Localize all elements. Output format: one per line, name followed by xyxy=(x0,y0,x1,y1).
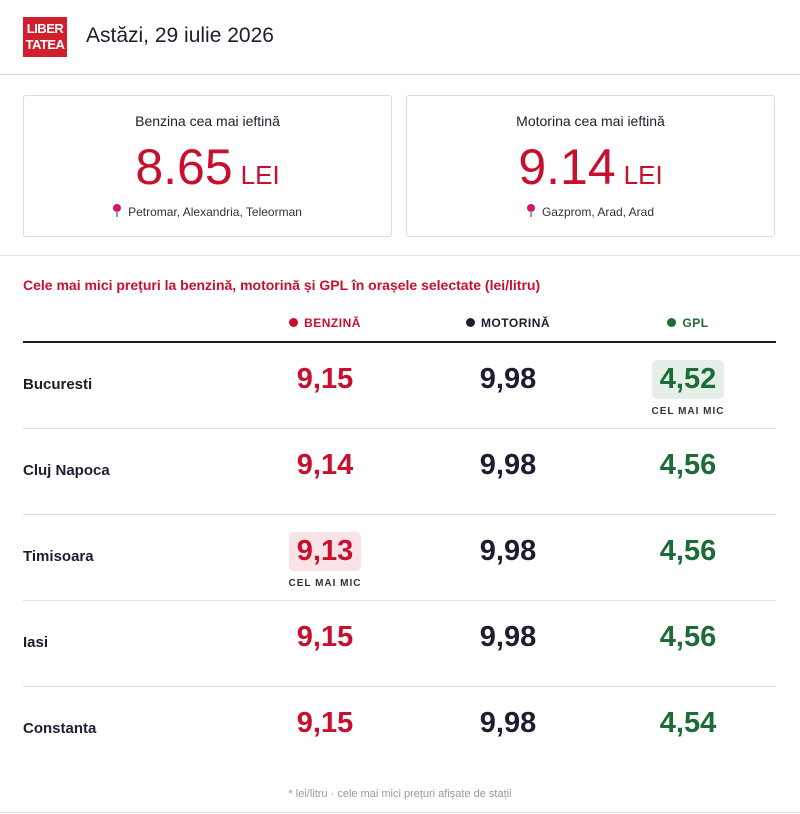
column-label: MOTORINĂ xyxy=(480,316,551,330)
gpl-dot-icon xyxy=(667,318,677,327)
cheapest-benzina-card: Benzina cea mai ieftină 8.65 LEI Petromar… xyxy=(23,95,392,237)
motorina-price: 9,98 xyxy=(479,363,537,395)
top-bar: LIBER TATEA Astăzi, 29 iulie 2026 xyxy=(0,0,800,75)
table-title: Cele mai mici prețuri la benzină, motori… xyxy=(23,277,541,293)
motorina-price: 9,98 xyxy=(479,535,537,567)
benzina-price: 9,15 xyxy=(296,621,354,653)
table-row: Cluj Napoca 9,14 9,98 4,56 xyxy=(23,429,776,515)
table-header-rule xyxy=(23,341,776,343)
card-price: 9.14 LEI xyxy=(407,138,774,196)
motorina-dot-icon xyxy=(465,318,475,327)
pin-icon xyxy=(526,204,536,217)
location-text: Gazprom, Arad, Arad xyxy=(541,205,655,219)
motorina-price: 9,98 xyxy=(479,707,537,739)
benzina-price: 9,15 xyxy=(296,707,354,739)
table-row: Bucuresti 9,15 9,98 4,52 CEL MAI MIC xyxy=(23,343,776,429)
benzina-dot-icon xyxy=(289,318,299,327)
price-unit: LEI xyxy=(623,160,663,190)
bottom-divider xyxy=(0,812,800,813)
lowest-badge: CEL MAI MIC xyxy=(651,406,725,417)
page-date: Astăzi, 29 iulie 2026 xyxy=(86,24,274,47)
gpl-price: 4,54 xyxy=(659,707,717,739)
logo-line-2: TATEA xyxy=(25,37,65,52)
column-label: GPL xyxy=(682,316,709,330)
city-name: Cluj Napoca xyxy=(23,462,110,479)
location-text: Petromar, Alexandria, Teleorman xyxy=(128,205,302,219)
card-price: 8.65 LEI xyxy=(24,138,391,196)
footnote: * lei/litru · cele mai mici prețuri afiș… xyxy=(288,788,512,800)
table-row: Timisoara 9,13 9,98 4,56 CEL MAI MIC xyxy=(23,515,776,601)
logo-line-1: LIBER xyxy=(26,21,64,36)
table-row: Constanta 9,15 9,98 4,54 xyxy=(23,687,776,773)
city-name: Bucuresti xyxy=(23,376,93,393)
city-name: Constanta xyxy=(23,720,97,737)
city-name: Iasi xyxy=(23,634,49,651)
gpl-price: 4,56 xyxy=(659,449,717,481)
card-location: Gazprom, Arad, Arad xyxy=(407,204,774,219)
price-unit: LEI xyxy=(240,160,280,190)
gpl-price: 4,56 xyxy=(659,535,717,567)
price-value: 8.65 xyxy=(135,139,233,195)
benzina-price: 9,15 xyxy=(296,363,354,395)
gpl-price: 4,56 xyxy=(659,621,717,653)
lowest-badge: CEL MAI MIC xyxy=(288,578,362,589)
card-title: Motorina cea mai ieftină xyxy=(516,113,665,129)
column-header-motorina: MOTORINĂ xyxy=(428,316,588,330)
card-title: Benzina cea mai ieftină xyxy=(135,113,280,129)
city-name: Timisoara xyxy=(23,548,94,565)
section-divider xyxy=(0,255,800,256)
gpl-price-best: 4,52 xyxy=(608,360,768,399)
benzina-price-best: 9,13 xyxy=(245,532,405,571)
cheapest-motorina-card: Motorina cea mai ieftină 9.14 LEI Gazprom… xyxy=(406,95,775,237)
libertatea-logo[interactable]: LIBER TATEA xyxy=(23,17,67,57)
column-label: BENZINĂ xyxy=(304,316,361,330)
pin-icon xyxy=(113,204,122,217)
column-header-benzina: BENZINĂ xyxy=(245,316,405,330)
price-value: 9.14 xyxy=(518,139,616,195)
column-header-gpl: GPL xyxy=(608,316,768,330)
motorina-price: 9,98 xyxy=(479,621,537,653)
benzina-price: 9,14 xyxy=(296,449,354,481)
card-location: Petromar, Alexandria, Teleorman xyxy=(24,204,391,219)
table-row: Iasi 9,15 9,98 4,56 xyxy=(23,601,776,687)
motorina-price: 9,98 xyxy=(479,449,537,481)
